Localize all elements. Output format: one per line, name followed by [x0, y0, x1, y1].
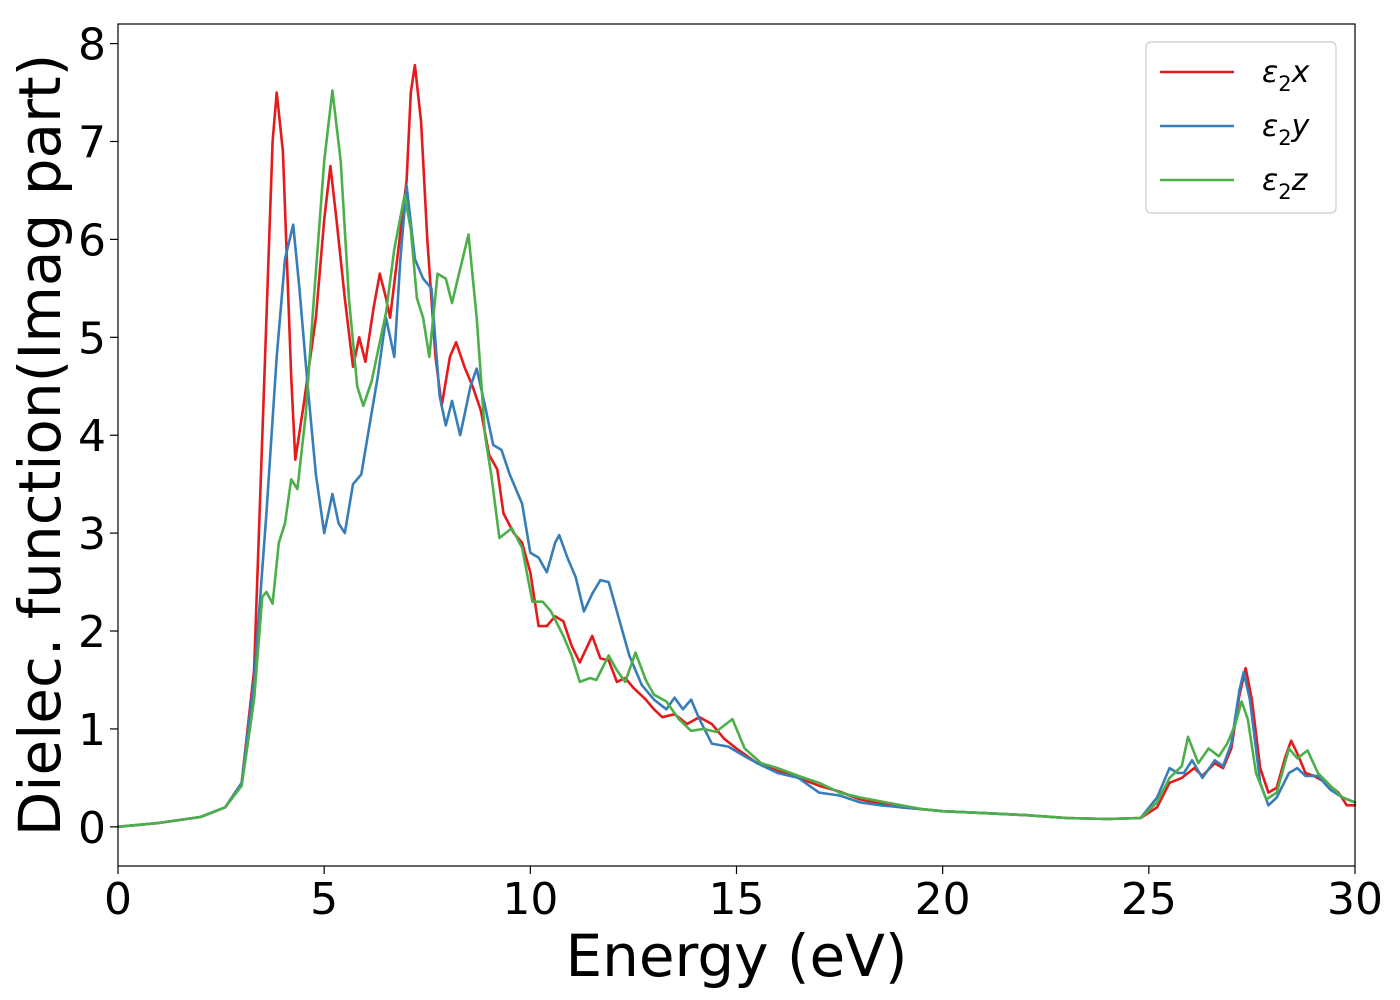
y-tick-label: 6	[78, 215, 106, 266]
legend-entry-y: ε2y	[1160, 109, 1311, 150]
x-axis-title: Energy (eV)	[565, 922, 907, 990]
legend-frame	[1145, 41, 1337, 214]
y-tick-label: 5	[78, 313, 106, 364]
y-tick-label: 0	[78, 803, 106, 854]
y-axis-title: Dielec. function(Imag part)	[6, 54, 74, 837]
y-tick-label: 3	[78, 509, 106, 560]
legend-entry-x: ε2x	[1160, 55, 1310, 96]
legend: ε2x ε2y ε2z	[1145, 41, 1337, 214]
legend-entry-z: ε2z	[1160, 163, 1309, 204]
y-tick-label: 8	[78, 20, 106, 71]
x-tick-label: 30	[1327, 874, 1383, 925]
x-tick-label: 20	[915, 874, 971, 925]
y-tick-label: 1	[78, 705, 106, 756]
ticks-layer: 0 5 10 15 20 25 30 0 1 2 3 4 5 6 7 8	[78, 20, 1383, 925]
legend-label: ε2x	[1262, 55, 1310, 96]
x-tick-label: 10	[502, 874, 558, 925]
series-line-y	[116, 184, 1357, 829]
x-tick-label: 15	[709, 874, 765, 925]
legend-label: ε2z	[1262, 163, 1309, 204]
series-layer	[116, 63, 1357, 829]
y-tick-label: 7	[78, 117, 106, 168]
series-line-x	[116, 63, 1357, 829]
x-tick-label: 0	[104, 874, 132, 925]
series-line-z	[116, 89, 1357, 829]
x-tick-label: 25	[1121, 874, 1177, 925]
y-tick-label: 4	[78, 411, 106, 462]
x-tick-label: 5	[310, 874, 338, 925]
legend-label: ε2y	[1262, 109, 1311, 150]
y-tick-label: 2	[78, 607, 106, 658]
